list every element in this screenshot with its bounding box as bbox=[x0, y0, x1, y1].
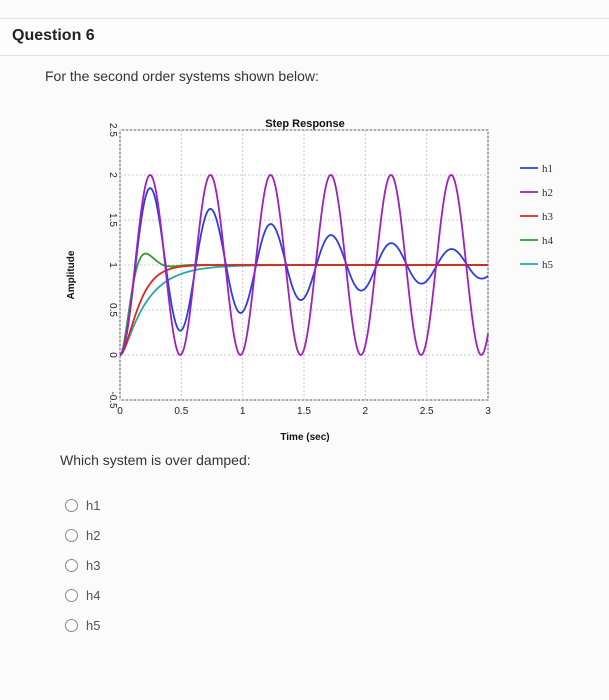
y-tick-label: 1.5 bbox=[107, 213, 118, 227]
option-h1[interactable]: h1 bbox=[65, 490, 100, 520]
radio-button[interactable] bbox=[65, 558, 78, 572]
option-h5[interactable]: h5 bbox=[65, 610, 100, 640]
legend-label-h5: h5 bbox=[542, 259, 554, 271]
x-tick-label: 2.5 bbox=[420, 406, 434, 417]
option-label: h3 bbox=[86, 557, 101, 573]
chart-svg: Step Response Time (sec) Amplitude 0 0.5 1… bbox=[66, 118, 554, 443]
option-h3[interactable]: h3 bbox=[65, 550, 100, 580]
y-tick-label: 1 bbox=[107, 262, 118, 268]
question-header: Question 6 bbox=[0, 18, 609, 56]
question-text: Which system is over damped: bbox=[60, 452, 251, 468]
chart-ylabel: Amplitude bbox=[66, 250, 77, 299]
series-line-h2 bbox=[119, 174, 489, 356]
y-tick-label: 2 bbox=[107, 172, 118, 178]
y-tick-label: 0 bbox=[107, 352, 118, 358]
y-tick-label: 0.5 bbox=[107, 303, 118, 317]
legend-label-h2: h2 bbox=[542, 187, 553, 199]
option-h2[interactable]: h2 bbox=[65, 520, 100, 550]
y-tick-label: -0.5 bbox=[107, 391, 118, 409]
option-label: h4 bbox=[86, 587, 101, 603]
x-tick-label: 3 bbox=[485, 406, 491, 417]
chart-title: Step Response bbox=[265, 118, 344, 130]
step-response-chart: Step Response Time (sec) Amplitude 0 0.5 1… bbox=[60, 110, 600, 455]
series-line-h1 bbox=[119, 187, 489, 356]
radio-button[interactable] bbox=[65, 588, 78, 602]
answer-options: h1 h2 h3 h4 h5 bbox=[65, 490, 100, 640]
radio-button[interactable] bbox=[65, 618, 78, 632]
x-tick-label: 1 bbox=[240, 406, 246, 417]
x-tick-label: 0 bbox=[117, 406, 123, 417]
y-tick-label: 2.5 bbox=[107, 123, 118, 137]
legend-label-h4: h4 bbox=[542, 235, 554, 247]
radio-button[interactable] bbox=[65, 528, 78, 542]
question-title: Question 6 bbox=[12, 27, 95, 44]
x-tick-label: 2 bbox=[363, 406, 369, 417]
option-label: h1 bbox=[86, 497, 101, 513]
question-prompt: For the second order systems shown below… bbox=[45, 68, 319, 84]
x-tick-label: 1.5 bbox=[297, 406, 311, 417]
radio-button[interactable] bbox=[65, 498, 78, 512]
option-label: h2 bbox=[86, 527, 101, 543]
legend-label-h3: h3 bbox=[542, 211, 554, 223]
option-h4[interactable]: h4 bbox=[65, 580, 100, 610]
x-tick-label: 0.5 bbox=[174, 406, 188, 417]
legend-label-h1: h1 bbox=[542, 163, 553, 175]
option-label: h5 bbox=[86, 617, 101, 633]
series-line-h3 bbox=[119, 264, 488, 356]
chart-xlabel: Time (sec) bbox=[280, 432, 329, 443]
